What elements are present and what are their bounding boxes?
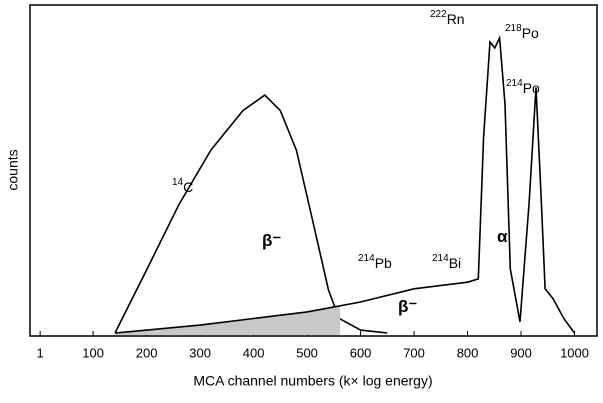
annotation: 222Rn (430, 9, 465, 27)
x-tick-label: 600 (350, 345, 372, 360)
x-tick-label: 300 (189, 345, 211, 360)
annotation-mass: 214 (506, 78, 523, 89)
annotation: β⁻ (262, 231, 281, 250)
y-axis-label: counts (5, 149, 21, 190)
annotation-mass: 14 (172, 177, 184, 188)
x-tick-label: 400 (243, 345, 265, 360)
annotation: 218Po (505, 23, 539, 41)
x-axis-label: MCA channel numbers (k× log energy) (193, 373, 432, 389)
annotation-symbol: α (497, 227, 508, 246)
annotation: 214Bi (432, 253, 461, 271)
annotation-mass: 214 (358, 253, 375, 264)
spectrum-line (114, 94, 388, 334)
annotation-symbol: Bi (449, 255, 461, 271)
annotation-mass: 218 (505, 23, 522, 34)
annotation-symbol: Rn (447, 11, 465, 27)
annotation-symbol: β⁻ (398, 297, 417, 316)
spectrum-line (114, 35, 576, 334)
annotation: β⁻ (398, 297, 417, 316)
x-tick-label: 700 (403, 345, 425, 360)
annotation-mass: 214 (432, 253, 449, 264)
annotation: 14C (172, 177, 193, 195)
x-tick-label: 900 (510, 345, 532, 360)
plot-frame (29, 4, 598, 337)
annotation: 214Pb (358, 253, 392, 271)
x-tick-label: 200 (136, 345, 158, 360)
annotation-symbol: Po (522, 25, 539, 41)
annotation-symbol: Pb (375, 255, 392, 271)
annotation-symbol: C (183, 179, 193, 195)
x-tick-label: 800 (457, 345, 479, 360)
annotation-symbol: Po (523, 80, 540, 96)
x-tick-label: 500 (296, 345, 318, 360)
annotation-symbol: β⁻ (262, 231, 281, 250)
annotation: α (497, 227, 508, 246)
annotation: 214Po (506, 78, 540, 96)
x-tick-label: 1 (37, 345, 44, 360)
annotation-mass: 222 (430, 9, 447, 20)
x-tick-label: 1000 (560, 345, 589, 360)
low-energy-area (115, 305, 340, 335)
x-tick-label: 100 (82, 345, 104, 360)
